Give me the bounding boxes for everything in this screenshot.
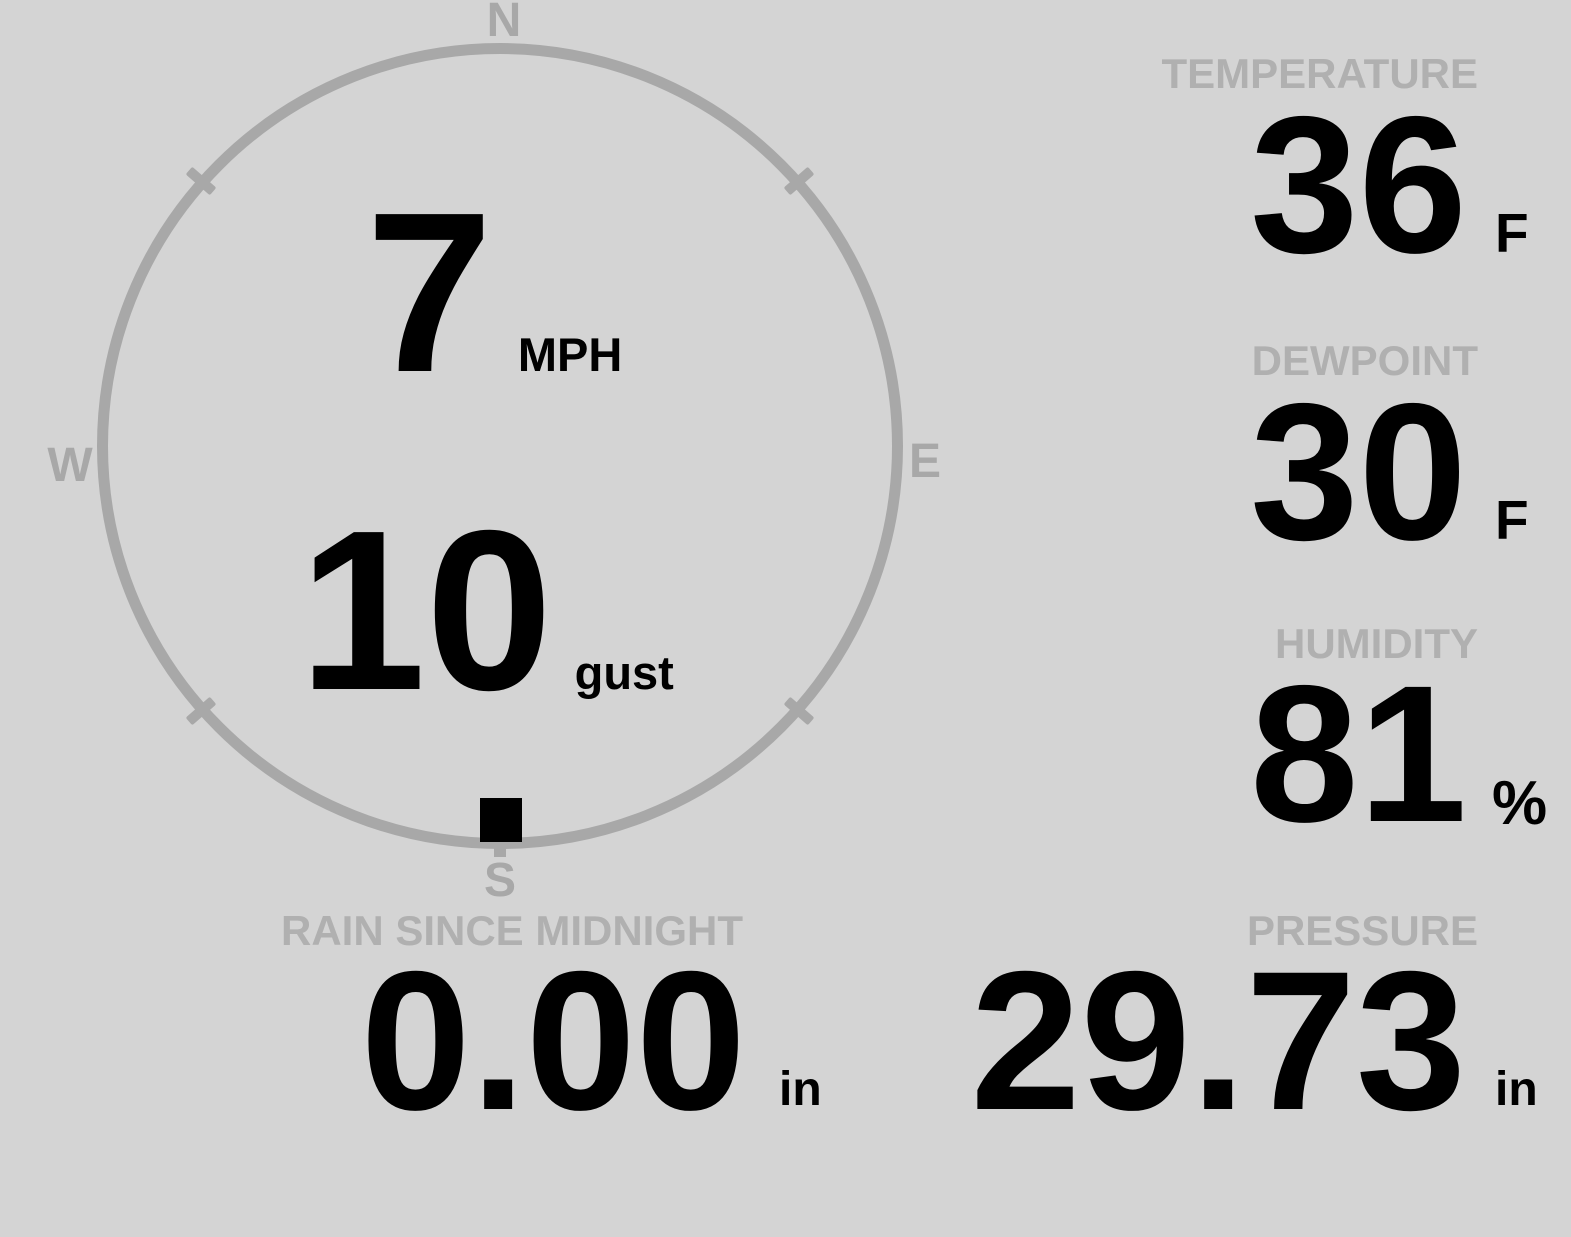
dewpoint-value: 30 [1250, 363, 1467, 581]
compass-label-west: W [47, 439, 93, 492]
temperature-label: TEMPERATURE [1161, 50, 1478, 97]
dewpoint-unit: F [1495, 489, 1529, 551]
compass-label-south: S [483, 854, 517, 907]
dewpoint-label: DEWPOINT [1251, 337, 1478, 384]
humidity-label: HUMIDITY [1275, 620, 1478, 667]
pressure-value: 29.73 [970, 930, 1466, 1151]
rain-unit: in [779, 1063, 822, 1116]
rain-value: 0.00 [360, 930, 746, 1151]
pressure-label: PRESSURE [1246, 907, 1478, 954]
temperature-value: 36 [1250, 76, 1467, 294]
compass-label-east: E [908, 435, 942, 488]
humidity-value: 81 [1250, 645, 1467, 863]
wind-direction-marker [480, 798, 522, 842]
wind-speed-unit: MPH [517, 328, 623, 381]
wind-speed-value: 7 [366, 166, 493, 420]
wind-gust-reading: 10 gust [299, 497, 674, 725]
compass-circle [97, 43, 903, 849]
temperature-unit: F [1495, 202, 1529, 264]
wind-gust-unit: gust [574, 646, 674, 699]
wind-gust-value: 10 [299, 484, 553, 738]
humidity-unit: % [1492, 769, 1548, 838]
pressure-unit: in [1495, 1063, 1538, 1116]
rain-label: RAIN SINCE MIDNIGHT [281, 907, 743, 954]
wind-speed-reading: 7 MPH [366, 179, 622, 407]
compass-label-north: N [486, 0, 522, 47]
compass-south-tick [494, 845, 506, 857]
